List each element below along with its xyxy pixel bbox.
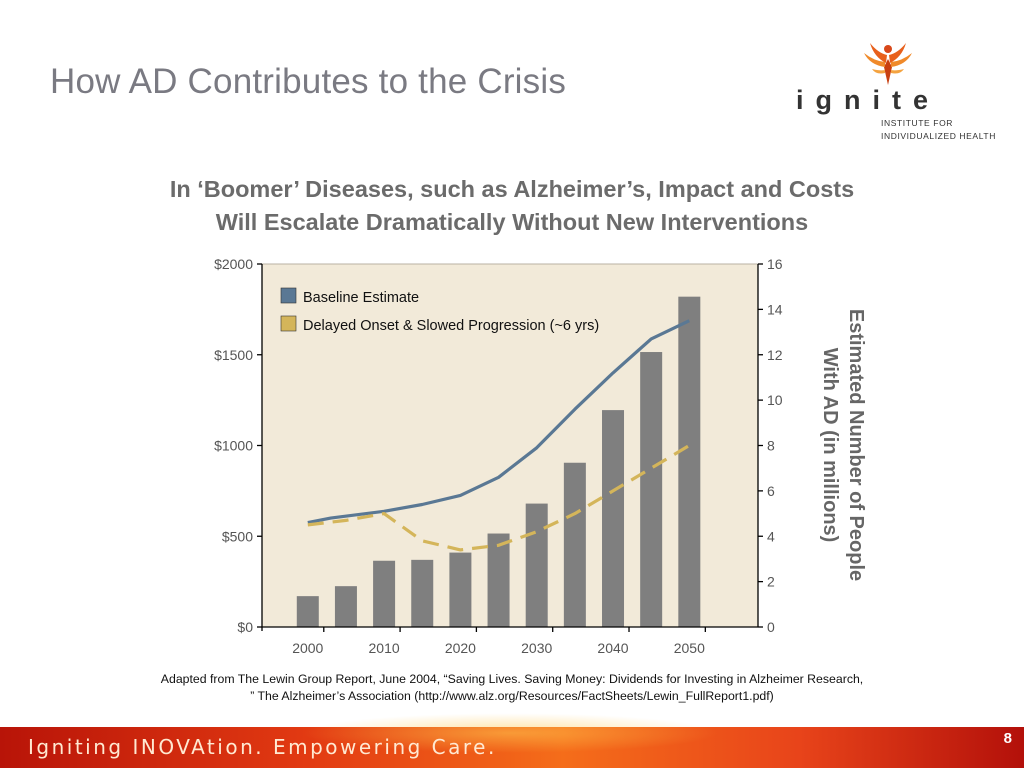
footer-glow [300,713,720,753]
legend-label-baseline: Baseline Estimate [303,290,419,306]
legend-swatch-delayed [280,315,297,332]
logo-subtitle-line2: INDIVIDUALIZED HEALTH [881,131,996,141]
bar-2005-1 [334,586,357,627]
x-tick-label: 2050 [674,640,705,656]
phoenix-icon [864,43,912,85]
legend-label-delayed: Delayed Onset & Slowed Progression (~6 y… [303,318,599,334]
footer-bar: Igniting INOVAtion. Empowering Care. 8 [0,713,1024,768]
bar-2025-5 [487,533,510,627]
logo-subtitle: INSTITUTE FOR INDIVIDUALIZED HEALTH [881,117,996,143]
y-right-tick-label: 10 [767,392,783,408]
bar-2030-6 [525,503,548,627]
y-right-tick-label: 6 [767,483,775,499]
chart-headline: In ‘Boomer’ Diseases, such as Alzheimer’… [60,173,964,239]
bar-2035-7 [563,462,586,627]
y-left-tick-label: $1500 [214,347,253,363]
series-line-delayed [307,444,691,552]
y-left-tick-label: $0 [237,619,253,635]
logo-subtitle-line1: INSTITUTE FOR [881,118,954,128]
y-left-tick-label: $2000 [214,256,253,272]
series-line-baseline [307,319,690,525]
logo-wordmark: ignite [796,85,940,115]
x-tick-label: 2000 [292,640,323,656]
bar-2015-3 [411,559,434,627]
ignite-logo: ignite INSTITUTE FOR INDIVIDUALIZED HEAL… [790,35,1000,150]
y-right-tick-label: 12 [767,347,783,363]
source-line2: ” The Alzheimer’s Association (http://ww… [250,689,774,703]
y-left-tick-label: $500 [222,528,253,544]
legend-swatch-baseline [280,287,297,304]
bar-2000-0 [296,596,319,627]
x-tick-label: 2010 [369,640,400,656]
footer-tagline: Igniting INOVAtion. Empowering Care. [28,735,497,759]
y-right-tick-label: 4 [767,528,775,544]
headline-line2: Will Escalate Dramatically Without New I… [215,209,809,235]
headline-line1: In ‘Boomer’ Diseases, such as Alzheimer’… [169,176,855,202]
y-right-tick-label: 16 [767,256,783,272]
y-right-axis-title-line2: With AD (in millions) [819,348,841,543]
y-right-axis-title-line1: Estimated Number of People [845,309,867,581]
y-right-tick-label: 2 [767,574,775,590]
slide-title: How AD Contributes to the Crisis [50,62,567,101]
x-tick-label: 2030 [521,640,552,656]
source-line1: Adapted from The Lewin Group Report, Jun… [160,672,864,686]
bar-2045-9 [640,352,663,627]
page-number: 8 [1003,730,1012,747]
bar-2020-4 [449,552,472,627]
bar-2050-10 [678,296,701,627]
y-right-tick-label: 8 [767,438,775,454]
y-left-tick-label: $1000 [214,438,253,454]
x-tick-label: 2040 [597,640,628,656]
plot-area [261,263,759,628]
y-right-tick-label: 14 [767,301,783,317]
source-citation: Adapted from The Lewin Group Report, Jun… [90,671,934,705]
bar-2040-8 [602,410,625,627]
y-right-tick-label: 0 [767,619,775,635]
bar-2010-2 [373,560,396,627]
x-tick-label: 2020 [445,640,476,656]
